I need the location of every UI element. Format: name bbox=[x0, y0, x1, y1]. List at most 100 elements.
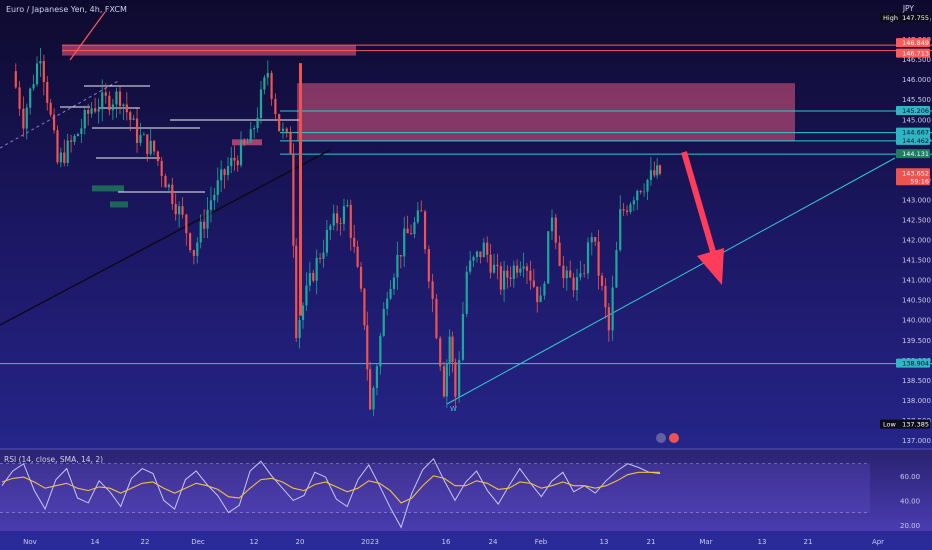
candle-body bbox=[363, 288, 366, 326]
candle bbox=[607, 303, 610, 342]
candle bbox=[539, 286, 542, 303]
candle-body bbox=[181, 206, 184, 215]
candle bbox=[308, 261, 311, 292]
candle bbox=[39, 47, 42, 78]
candle-body bbox=[386, 298, 389, 309]
time-axis-tick: Mar bbox=[699, 538, 712, 546]
candle-body bbox=[502, 270, 506, 290]
candle-body bbox=[39, 61, 42, 64]
candle bbox=[132, 114, 135, 121]
candle bbox=[171, 177, 174, 210]
candle bbox=[301, 302, 305, 329]
time-axis-tick: Apr bbox=[872, 538, 884, 546]
candle-body bbox=[439, 338, 442, 367]
candle-body bbox=[336, 213, 339, 224]
price-axis-tick: 146.500 bbox=[902, 56, 931, 64]
candle-body bbox=[392, 277, 396, 289]
candle-body bbox=[506, 270, 509, 278]
price-label-text: 145.206 bbox=[902, 107, 929, 115]
candle bbox=[359, 261, 363, 293]
candle bbox=[625, 205, 629, 216]
price-label-high: High 147.755 bbox=[880, 13, 930, 22]
candle-body bbox=[445, 363, 448, 397]
time-axis-tick: Feb bbox=[535, 538, 548, 546]
candle-body bbox=[63, 152, 66, 164]
candle-body bbox=[285, 128, 288, 132]
candle-body bbox=[156, 151, 159, 161]
candle bbox=[156, 150, 159, 166]
price-label-bg bbox=[896, 358, 930, 368]
candle-body bbox=[66, 140, 69, 164]
candle-body bbox=[135, 118, 139, 143]
price-axis-tick: 142.500 bbox=[902, 216, 931, 224]
candle-body bbox=[322, 252, 325, 259]
candle-body bbox=[583, 273, 586, 275]
candle-body bbox=[249, 129, 252, 143]
candle-body bbox=[489, 254, 492, 273]
candle-body bbox=[565, 270, 568, 279]
candle-body bbox=[325, 229, 329, 253]
candle bbox=[223, 168, 226, 189]
candle-body bbox=[329, 225, 332, 230]
candle bbox=[629, 201, 632, 215]
candle bbox=[153, 140, 156, 156]
candle-body bbox=[49, 102, 52, 115]
candle-body bbox=[625, 210, 629, 212]
candle-body bbox=[142, 134, 145, 136]
candle bbox=[461, 301, 465, 362]
candle-body bbox=[435, 298, 438, 339]
candle-body bbox=[423, 211, 427, 250]
candle bbox=[270, 70, 273, 106]
candle-body bbox=[472, 256, 475, 261]
candle bbox=[104, 83, 107, 104]
price-label-cyan: 144.462 bbox=[896, 135, 930, 145]
time-axis-tick: 12 bbox=[250, 538, 259, 546]
candle-body bbox=[554, 217, 557, 243]
rsi-band bbox=[0, 463, 870, 513]
time-axis-tick: 16 bbox=[442, 538, 451, 546]
price-label-text: 144.131 bbox=[902, 150, 929, 158]
candle-body bbox=[579, 273, 582, 278]
candle bbox=[125, 92, 128, 121]
candle bbox=[59, 147, 62, 168]
price-label-cyan: 144.667 bbox=[896, 127, 930, 137]
price-label-bg bbox=[896, 135, 930, 145]
candle-body bbox=[359, 266, 363, 289]
candle bbox=[73, 134, 76, 145]
candle-body bbox=[295, 245, 298, 339]
time-axis-tick: 13 bbox=[600, 538, 609, 546]
candle-body bbox=[639, 190, 642, 193]
candle-body bbox=[469, 260, 472, 272]
time-axis-tick: 21 bbox=[647, 538, 656, 546]
small-demand-zone bbox=[92, 185, 124, 192]
candle bbox=[515, 259, 519, 278]
candle-body bbox=[658, 165, 662, 174]
candle-body bbox=[403, 228, 406, 257]
candle bbox=[416, 202, 419, 225]
candle-body bbox=[199, 221, 202, 243]
candle bbox=[379, 332, 382, 375]
candle bbox=[274, 93, 277, 122]
candle bbox=[492, 254, 496, 274]
candle-body bbox=[382, 308, 385, 336]
candle bbox=[472, 255, 475, 267]
price-axis-tick: 140.000 bbox=[902, 317, 931, 325]
candle bbox=[611, 275, 614, 341]
candle bbox=[14, 63, 17, 90]
candle bbox=[448, 329, 451, 377]
trendline-dashed bbox=[0, 79, 121, 149]
time-axis-tick: 22 bbox=[141, 538, 150, 546]
candle-body bbox=[607, 307, 610, 331]
candle bbox=[203, 209, 206, 238]
candle-body bbox=[104, 92, 107, 96]
price-axis-tick: 141.000 bbox=[902, 277, 931, 285]
candle-body bbox=[243, 140, 246, 144]
candle bbox=[63, 139, 66, 167]
candle bbox=[196, 237, 199, 264]
price-label-text: High bbox=[883, 14, 898, 22]
candle-body bbox=[399, 255, 402, 257]
candle bbox=[554, 213, 557, 250]
candle bbox=[206, 197, 209, 239]
